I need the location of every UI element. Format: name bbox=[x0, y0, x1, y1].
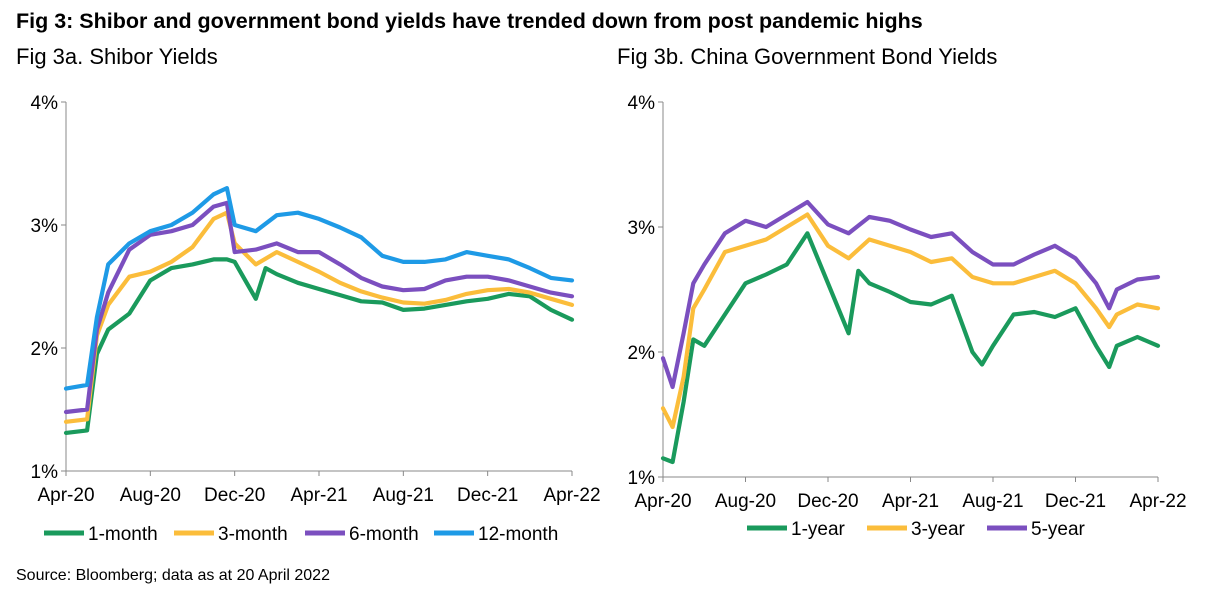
chart-b-title: Fig 3b. China Government Bond Yields bbox=[617, 44, 998, 69]
series-line-1-month bbox=[63, 257, 575, 435]
x-tick-label: Aug-21 bbox=[373, 485, 434, 506]
x-tick-label: Apr-22 bbox=[1129, 491, 1186, 512]
legend-label-3-month: 3-month bbox=[218, 524, 288, 545]
series-line-5-year bbox=[660, 199, 1161, 390]
x-tick-label: Aug-20 bbox=[715, 491, 776, 512]
x-tick-label: Apr-22 bbox=[543, 485, 600, 506]
y-tick-label: 3% bbox=[31, 216, 59, 237]
source-note: Source: Bloomberg; data as at 20 April 2… bbox=[16, 567, 330, 584]
series-line-3-year bbox=[660, 212, 1161, 430]
y-tick-label: 2% bbox=[628, 343, 656, 364]
legend-label-12-month: 12-month bbox=[478, 524, 558, 545]
x-tick-label: Apr-20 bbox=[634, 491, 691, 512]
y-tick-label: 1% bbox=[31, 462, 59, 483]
main-title: Fig 3: Shibor and government bond yields… bbox=[16, 9, 923, 33]
x-tick-label: Aug-21 bbox=[962, 491, 1023, 512]
series-line-1-year bbox=[660, 231, 1161, 465]
x-tick-label: Apr-21 bbox=[290, 485, 347, 506]
shibor-yields-chart: 1% 2% 3% 4% Apr-20 Aug-20 Dec-20 Apr-21 Aug-21 De… bbox=[31, 93, 601, 545]
y-tick-label: 4% bbox=[31, 93, 59, 114]
government-bond-yields-chart: 1% 2% 3% 4% Apr-20 Aug-20 Dec-20 Apr-21 Aug-21 De… bbox=[628, 93, 1187, 540]
y-tick-label: 1% bbox=[628, 468, 656, 489]
series-line-12-month bbox=[63, 185, 575, 391]
x-tick-label: Dec-21 bbox=[1045, 491, 1106, 512]
x-tick-label: Apr-21 bbox=[882, 491, 939, 512]
legend-label-5-year: 5-year bbox=[1031, 519, 1086, 540]
x-tick-label: Dec-20 bbox=[204, 485, 265, 506]
y-tick-label: 4% bbox=[628, 93, 656, 114]
legend-label-1-year: 1-year bbox=[791, 519, 846, 540]
y-tick-label: 3% bbox=[628, 218, 656, 239]
x-tick-label: Dec-20 bbox=[797, 491, 858, 512]
y-tick-label: 2% bbox=[31, 339, 59, 360]
x-tick-label: Apr-20 bbox=[37, 485, 94, 506]
series-line-3-month bbox=[63, 210, 575, 424]
series-line-6-month bbox=[63, 200, 575, 415]
x-tick-label: Aug-20 bbox=[120, 485, 181, 506]
chart-a-title: Fig 3a. Shibor Yields bbox=[16, 44, 218, 69]
x-tick-label: Dec-21 bbox=[457, 485, 518, 506]
legend-label-1-month: 1-month bbox=[88, 524, 158, 545]
legend-label-3-year: 3-year bbox=[911, 519, 966, 540]
legend-label-6-month: 6-month bbox=[349, 524, 419, 545]
